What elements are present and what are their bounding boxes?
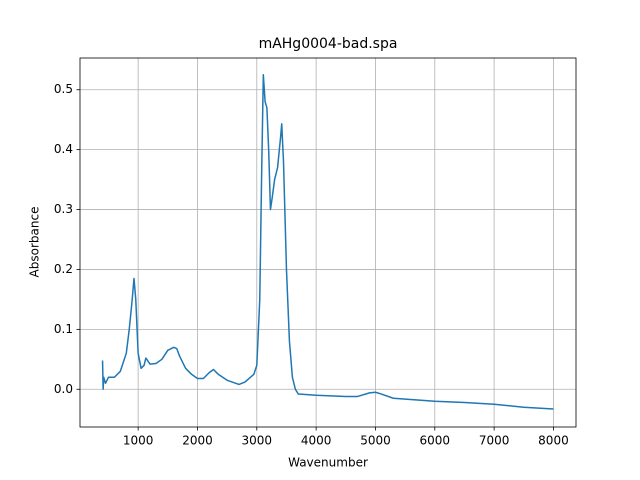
y-tick-label: 0.2 — [54, 262, 73, 276]
data-line — [101, 74, 554, 410]
x-tick-label: 5000 — [360, 434, 391, 448]
x-tick-label: 6000 — [420, 434, 451, 448]
plot-frame — [79, 57, 577, 428]
y-tick-label: 0.0 — [54, 382, 73, 396]
chart-title: mAHg0004-bad.spa — [259, 36, 398, 52]
x-tick-label: 3000 — [242, 434, 273, 448]
y-tick-label: 0.5 — [54, 82, 73, 96]
y-tick-label: 0.4 — [54, 142, 73, 156]
x-tick-label: 4000 — [301, 434, 332, 448]
x-tick-label: 8000 — [538, 434, 569, 448]
y-tick-label: 0.3 — [54, 202, 73, 216]
x-tick-label: 1000 — [123, 434, 154, 448]
x-tick-label: 7000 — [479, 434, 510, 448]
y-tick-label: 0.1 — [54, 322, 73, 336]
x-tick-label: 2000 — [182, 434, 213, 448]
x-axis-label: Wavenumber — [288, 456, 368, 470]
y-axis-label: Absorbance — [28, 207, 42, 278]
